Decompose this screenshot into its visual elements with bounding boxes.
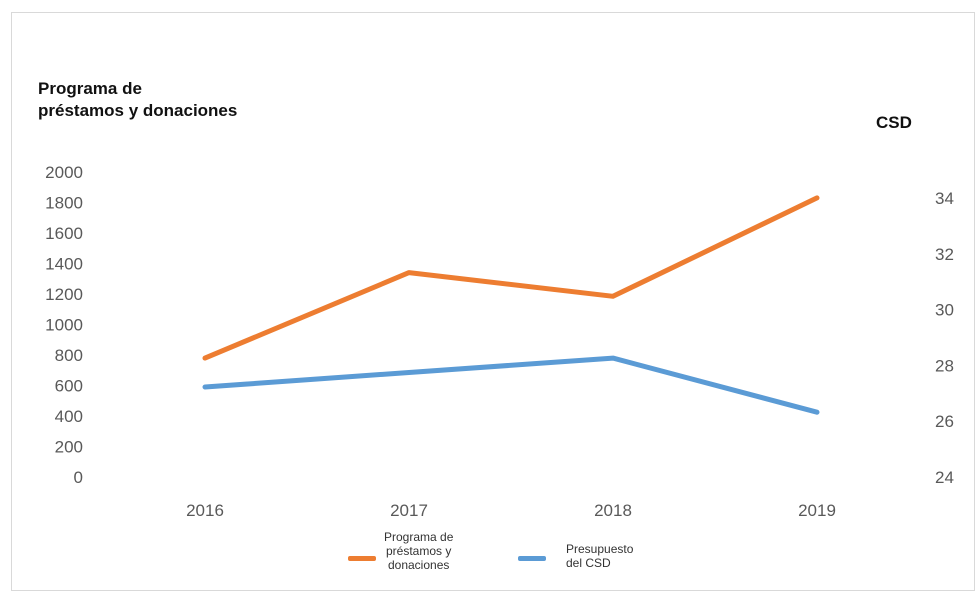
left-axis-title-line-2: préstamos y donaciones bbox=[38, 101, 238, 120]
y-left-tick-label: 1000 bbox=[45, 316, 83, 335]
y-left-tick-label: 1200 bbox=[45, 285, 83, 304]
chart-frame bbox=[11, 12, 975, 591]
y-left-tick-label: 600 bbox=[55, 377, 83, 396]
legend: Programa de préstamos y donaciones Presu… bbox=[0, 530, 979, 590]
legend-label-programa-line-2: préstamos y bbox=[386, 544, 452, 558]
x-tick-label: 2019 bbox=[798, 501, 836, 520]
y-right-tick-label: 34 bbox=[935, 189, 954, 208]
y-right-tick-label: 28 bbox=[935, 356, 954, 375]
y-left-tick-label: 800 bbox=[55, 346, 83, 365]
series-line-presupuesto bbox=[202, 355, 820, 415]
series-line-programa bbox=[202, 195, 820, 361]
y-right-tick-label: 30 bbox=[935, 301, 954, 320]
y-right-tick-label: 26 bbox=[935, 412, 954, 431]
left-axis-title-line-1: Programa de bbox=[38, 79, 142, 98]
y-left-tick-label: 1800 bbox=[45, 194, 83, 213]
legend-label-presupuesto-line-2: del CSD bbox=[566, 556, 611, 570]
left-axis-title: Programa de préstamos y donaciones bbox=[38, 78, 237, 122]
legend-label-programa: Programa de préstamos y donaciones bbox=[384, 530, 453, 572]
y-left-tick-label: 200 bbox=[55, 438, 83, 457]
x-tick-label: 2016 bbox=[186, 501, 224, 520]
legend-label-programa-line-3: donaciones bbox=[387, 558, 450, 572]
x-tick-label: 2017 bbox=[390, 501, 428, 520]
legend-swatch-presupuesto bbox=[518, 556, 546, 561]
y-right-tick-label: 32 bbox=[935, 245, 954, 264]
y-right-tick-label: 24 bbox=[935, 468, 954, 487]
legend-label-presupuesto-line-1: Presupuesto bbox=[566, 542, 634, 556]
x-tick-label: 2018 bbox=[594, 501, 632, 520]
y-left-tick-label: 0 bbox=[74, 468, 83, 487]
legend-label-programa-line-1: Programa de bbox=[384, 530, 454, 544]
legend-swatch-programa bbox=[348, 556, 376, 561]
y-left-tick-label: 400 bbox=[55, 407, 83, 426]
y-left-tick-label: 1600 bbox=[45, 224, 83, 243]
legend-label-presupuesto: Presupuesto del CSD bbox=[566, 542, 633, 570]
y-left-tick-label: 2000 bbox=[45, 163, 83, 182]
right-axis-title: CSD bbox=[876, 113, 912, 132]
y-left-tick-label: 1400 bbox=[45, 255, 83, 274]
